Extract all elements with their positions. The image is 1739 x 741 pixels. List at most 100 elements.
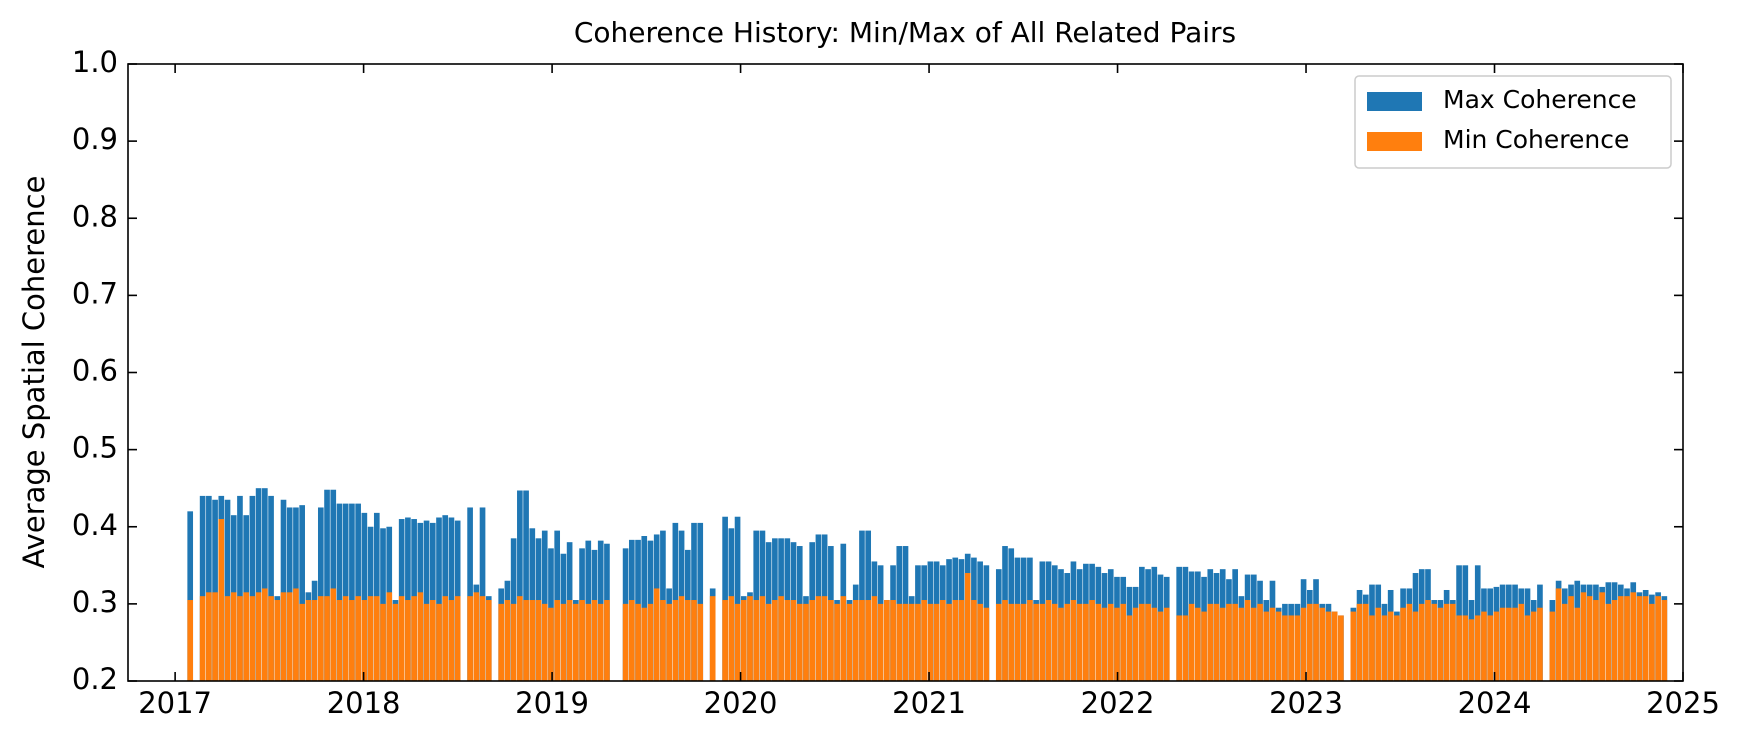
bar xyxy=(342,503,349,681)
bar xyxy=(299,603,305,681)
bar xyxy=(1394,615,1400,681)
bar xyxy=(790,600,797,681)
bar xyxy=(1418,603,1425,681)
bar xyxy=(554,600,561,681)
bar xyxy=(722,516,728,681)
bar xyxy=(566,600,573,681)
bar xyxy=(467,507,473,681)
bar xyxy=(1481,611,1487,681)
bar xyxy=(1132,607,1139,681)
bar xyxy=(628,600,635,681)
bar xyxy=(1356,603,1363,681)
bar xyxy=(1288,615,1294,681)
bar xyxy=(1306,603,1313,681)
bar xyxy=(747,596,753,681)
bar xyxy=(330,489,337,681)
bar xyxy=(1350,611,1357,681)
bar xyxy=(1431,603,1438,681)
bar xyxy=(1120,603,1127,681)
bar xyxy=(517,596,523,681)
bar xyxy=(1151,607,1158,681)
bar xyxy=(367,596,374,681)
bar xyxy=(1456,615,1462,681)
bar xyxy=(983,607,990,681)
bar xyxy=(939,600,946,681)
bar xyxy=(1313,603,1319,681)
bar xyxy=(293,588,299,681)
bar xyxy=(212,592,218,681)
bar xyxy=(280,499,287,681)
bar xyxy=(1331,611,1338,681)
bar xyxy=(436,603,442,681)
bar xyxy=(666,603,672,681)
bar xyxy=(684,600,691,681)
bar xyxy=(448,600,455,681)
bar xyxy=(218,519,225,681)
bar xyxy=(809,600,816,681)
bar xyxy=(1282,615,1288,681)
y-tick-label: 0.4 xyxy=(72,508,118,542)
bar xyxy=(280,592,287,681)
bar xyxy=(1008,603,1015,681)
bar xyxy=(448,517,455,681)
bar xyxy=(1580,592,1587,681)
bar xyxy=(815,596,822,681)
bar xyxy=(1039,603,1046,681)
bar xyxy=(1232,603,1238,681)
bar xyxy=(423,603,430,681)
bar xyxy=(1201,611,1207,681)
bar xyxy=(1207,603,1214,681)
bar xyxy=(1537,607,1543,681)
bar xyxy=(604,600,610,681)
bar xyxy=(1195,607,1201,681)
bar xyxy=(405,600,411,681)
bar xyxy=(1033,603,1039,681)
bar xyxy=(902,603,909,681)
bar xyxy=(1462,615,1469,681)
legend-swatch xyxy=(1367,132,1422,151)
bar xyxy=(249,495,256,681)
bar xyxy=(467,596,473,681)
bar xyxy=(454,596,461,681)
bar xyxy=(1624,596,1630,681)
bar xyxy=(230,592,237,681)
bar xyxy=(504,600,511,681)
x-tick-label: 2024 xyxy=(1458,686,1532,720)
bar xyxy=(1586,596,1593,681)
y-tick-label: 0.8 xyxy=(72,199,118,233)
bar xyxy=(373,596,380,681)
bar xyxy=(1107,603,1114,681)
bar xyxy=(1443,603,1450,681)
bar xyxy=(1114,607,1120,681)
bar xyxy=(871,596,878,681)
bar xyxy=(317,596,324,681)
bar xyxy=(1145,603,1151,681)
bar xyxy=(591,600,598,681)
x-tick-label: 2019 xyxy=(515,686,589,720)
bar xyxy=(436,517,442,681)
y-tick-label: 0.7 xyxy=(72,276,118,310)
bar xyxy=(1599,592,1605,681)
bar xyxy=(1294,615,1301,681)
bar xyxy=(933,603,940,681)
bar xyxy=(1219,607,1226,681)
bar xyxy=(324,489,330,681)
legend-label: Max Coherence xyxy=(1443,85,1637,114)
x-tick-label: 2020 xyxy=(704,686,778,720)
bar xyxy=(784,600,791,681)
bar xyxy=(262,488,268,681)
bar xyxy=(1661,600,1668,681)
bar xyxy=(728,596,735,681)
bar xyxy=(1250,607,1257,681)
bar xyxy=(964,573,971,681)
y-tick-label: 0.3 xyxy=(72,585,118,619)
bar xyxy=(1325,611,1332,681)
bar xyxy=(398,596,405,681)
bar xyxy=(865,600,872,681)
bar xyxy=(423,520,430,681)
bar xyxy=(417,592,424,681)
bar xyxy=(1157,611,1164,681)
bar xyxy=(1257,603,1263,681)
bar xyxy=(759,596,766,681)
y-tick-label: 0.5 xyxy=(72,431,118,465)
